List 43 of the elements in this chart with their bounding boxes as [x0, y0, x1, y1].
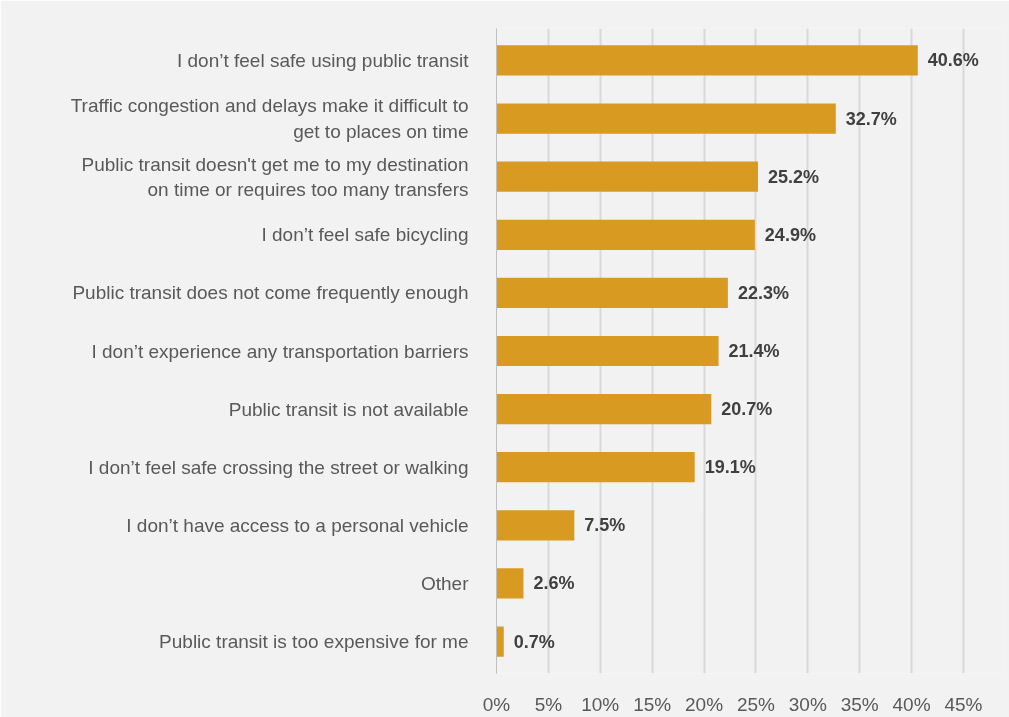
y-tick-label: I don’t experience any transportation barriers [91, 340, 469, 362]
y-tick-label: Traffic congestion and delays make it difficult to get to places on time [70, 95, 469, 142]
data-label: 22.3% [737, 282, 789, 303]
y-tick-label: Public transit does not come frequently enough [72, 282, 469, 304]
data-label: 0.7% [513, 631, 555, 652]
bar [496, 568, 524, 599]
x-tick-label: 45% [944, 693, 983, 715]
y-tick-label: I don’t have access to a personal vehicle [126, 514, 469, 536]
bar [496, 452, 695, 483]
bar [496, 510, 575, 541]
bar [496, 103, 836, 134]
x-tick-label: 25% [736, 693, 776, 715]
x-tick-label: 40% [892, 693, 931, 715]
data-label: 25.2% [767, 166, 820, 187]
data-label: 21.4% [728, 341, 780, 361]
y-tick-label: Other [420, 572, 470, 594]
x-tick-label: 0% [482, 693, 511, 715]
x-tick-label: 30% [788, 693, 827, 715]
x-tick-label: 10% [581, 693, 620, 715]
bar [496, 161, 758, 192]
x-tick-label: 5% [534, 693, 563, 715]
y-tick-label: Public transit doesn't get me to my destination on time or requires too many transfers [81, 153, 469, 200]
bar [496, 626, 504, 657]
data-label: 24.9% [764, 224, 816, 245]
data-label: 19.1% [704, 457, 756, 478]
data-label: 40.6% [927, 50, 979, 71]
data-label: 32.7% [845, 108, 897, 129]
y-tick-label: I don’t feel safe crossing the street or walking [88, 456, 469, 478]
x-tick-label: 20% [685, 693, 724, 715]
y-tick-label: Public transit is too expensive for me [159, 631, 469, 653]
bar [496, 277, 728, 308]
bar [496, 45, 918, 76]
y-tick-label: I don’t feel safe bicycling [261, 224, 469, 246]
data-label: 7.5% [584, 515, 626, 536]
x-tick-label: 35% [840, 693, 879, 715]
data-label: 20.7% [721, 399, 773, 420]
y-tick-label: Public transit is not available [228, 398, 469, 420]
data-label: 2.6% [533, 573, 575, 594]
bar [496, 335, 719, 367]
bar [496, 219, 755, 250]
x-tick-label: 15% [633, 693, 672, 715]
bar [496, 394, 712, 425]
y-tick-label: I don’t feel safe using public transit [177, 49, 470, 71]
